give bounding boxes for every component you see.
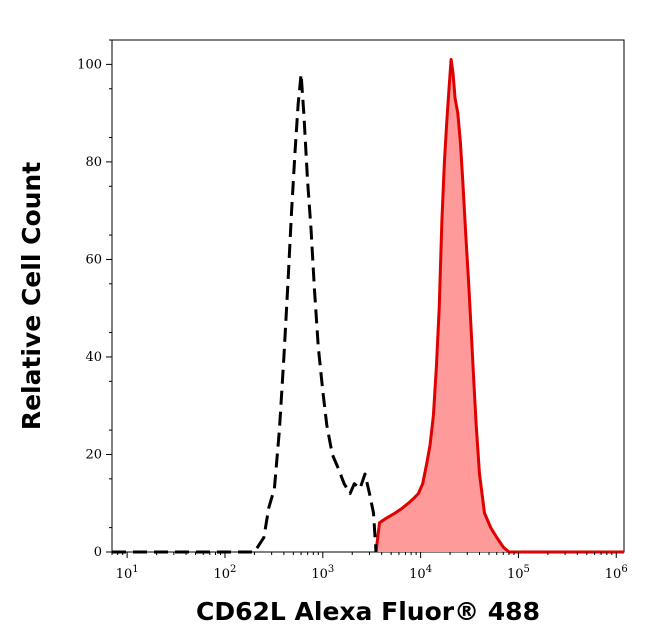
x-tick-label: 104 [409, 564, 432, 582]
series-layer [112, 58, 624, 554]
x-tick-label: 102 [214, 564, 237, 582]
axis-layer: 0 20 40 60 80 100 101 102 103 104 105 106 [77, 39, 628, 582]
x-tick-label: 101 [116, 564, 139, 582]
y-tick-label: 80 [85, 155, 102, 170]
y-tick-label: 0 [94, 545, 102, 560]
x-tick-label: 103 [311, 564, 334, 582]
filled-histogram-area [376, 59, 624, 552]
control-histogram-line [112, 72, 378, 554]
x-tick-label: 105 [507, 564, 530, 582]
y-tick-label: 100 [77, 57, 102, 72]
y-axis-title: Relative Cell Count [17, 162, 46, 430]
y-tick-label: 60 [85, 252, 102, 267]
y-tick-label: 20 [85, 447, 102, 462]
x-axis-title: CD62L Alexa Fluor® 488 [196, 597, 540, 626]
filled-histogram-outline [374, 58, 624, 554]
plot-frame [111, 39, 625, 553]
y-tick-label: 40 [85, 350, 102, 365]
x-tick-label: 106 [605, 564, 628, 582]
